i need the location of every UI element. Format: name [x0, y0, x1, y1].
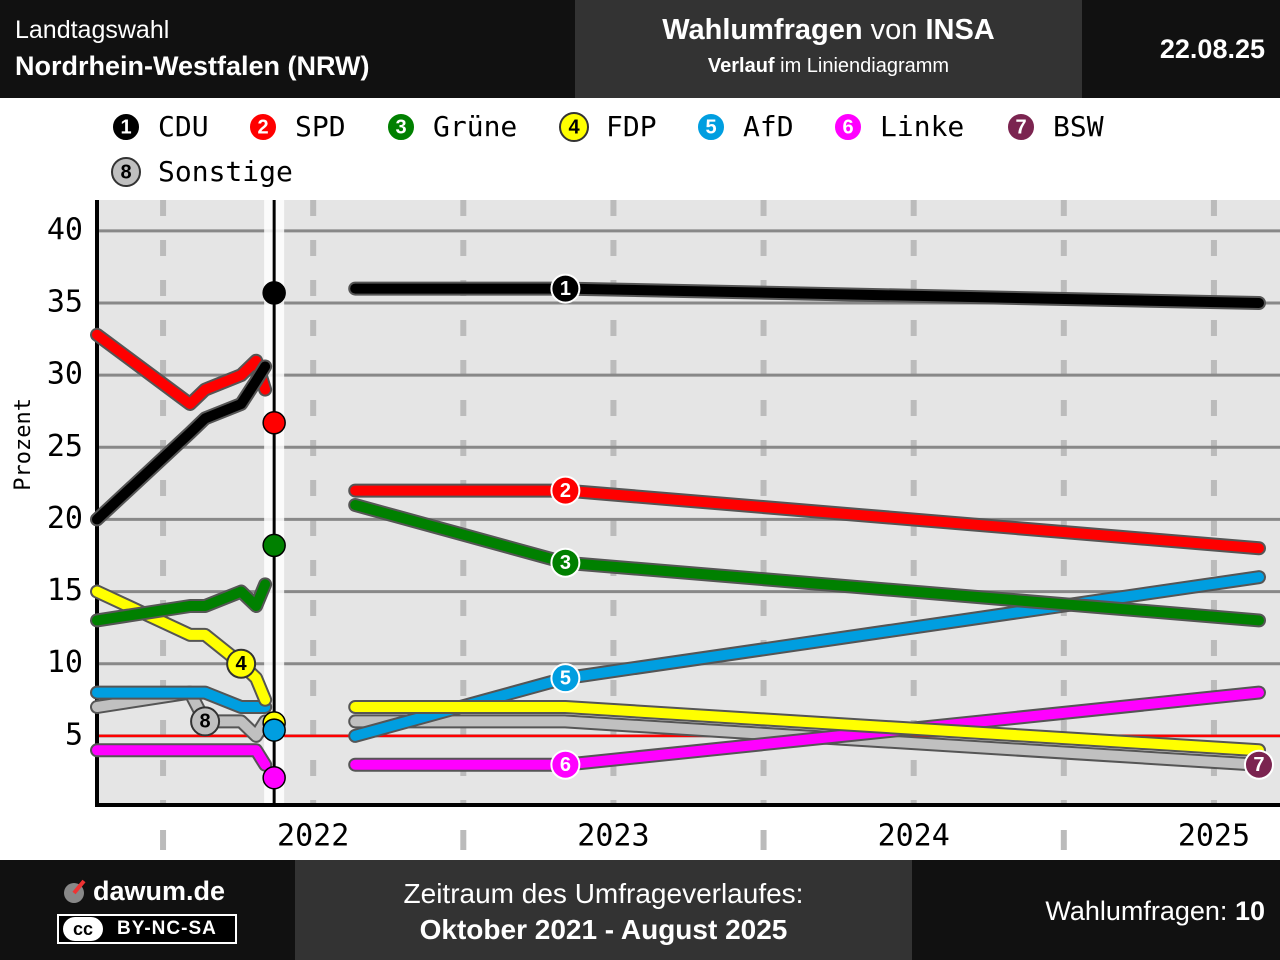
- legend-badge-number: 7: [1015, 116, 1026, 138]
- series-marker: [226, 648, 257, 679]
- legend-badge: [248, 112, 278, 142]
- legend-badge-number: 1: [120, 116, 131, 138]
- election-result: [262, 411, 286, 435]
- series-marker-number: 6: [560, 754, 571, 776]
- count: 10: [1234, 896, 1265, 926]
- series-marker-number: 8: [200, 711, 211, 733]
- site-icon: [64, 879, 86, 903]
- footer-center: Zeitraum des Umfrageverlaufes: Oktober 2…: [295, 860, 912, 960]
- election-result: [262, 533, 286, 558]
- footer-right: Wahlumfragen: 10: [912, 860, 1280, 960]
- line: [92, 586, 1264, 756]
- series-marker-number: 7: [1253, 754, 1264, 776]
- legend-badge: [111, 112, 141, 142]
- legend-badge: [696, 112, 726, 142]
- legend-badge: [386, 112, 416, 142]
- chart: 2022 2023 2024 2025510152025303540Prozent12…: [11, 110, 1280, 854]
- license: BY-NC-SA: [117, 918, 217, 939]
- y-tick-label: 25: [47, 429, 83, 464]
- title: Wahlumfragen von INSA: [575, 14, 1082, 47]
- x-tick-label: 2024: [878, 819, 950, 854]
- y-tick-label: 10: [47, 645, 83, 680]
- legend-label: SPD: [295, 110, 346, 143]
- legend-label: FDP: [606, 110, 657, 143]
- header-left: Landtagswahl Nordrhein-Westfalen (NRW): [0, 0, 575, 98]
- y-axis-label: Prozent: [11, 398, 36, 491]
- series-marker: [550, 475, 581, 506]
- x-tick-label: 2022: [277, 819, 349, 854]
- footer: dawum.de cc BY-NC-SA Zeitraum des Umfrag…: [0, 860, 1280, 960]
- legend-badge-number: 5: [705, 116, 716, 138]
- legend-badge: [1006, 112, 1036, 142]
- legend-badge: [833, 112, 863, 142]
- site: dawum.de: [93, 876, 226, 906]
- title-main: Wahlumfragen: [662, 14, 863, 46]
- legend-label: CDU: [158, 110, 209, 143]
- legend-label: AfD: [743, 110, 794, 143]
- y-tick-label: 35: [47, 285, 83, 320]
- y-tick-label: 15: [47, 573, 83, 608]
- legend-label: Sonstige: [158, 155, 293, 188]
- series-marker-number: 2: [560, 480, 571, 502]
- period-label: Zeitraum des Umfrageverlaufes:: [403, 878, 804, 909]
- legend-badge-number: 6: [842, 116, 853, 138]
- series-marker: [550, 547, 581, 578]
- license-icon: cc: [63, 917, 103, 941]
- header: Landtagswahl Nordrhein-Westfalen (NRW) W…: [0, 0, 1280, 98]
- subtitle-rest: im Liniendiagramm: [780, 55, 950, 77]
- y-tick-label: 30: [47, 357, 83, 392]
- legend-label: BSW: [1053, 110, 1104, 143]
- legend-badge: [111, 157, 141, 187]
- legend-label: Grüne: [433, 110, 517, 143]
- header-center: Wahlumfragen von INSA Verlauf im Liniend…: [575, 0, 1082, 98]
- legend-badge-number: 8: [120, 161, 131, 183]
- subtitle-main: Verlauf: [707, 55, 775, 77]
- series-marker-number: 5: [560, 667, 571, 689]
- y-tick-label: 40: [47, 212, 83, 247]
- legend-label: Linke: [880, 110, 964, 143]
- election-type: Landtagswahl: [15, 16, 170, 44]
- x-tick-label: 2025: [1178, 819, 1250, 854]
- series-marker-number: 1: [560, 278, 571, 300]
- series-marker: [190, 706, 221, 737]
- count-label: Wahlumfragen:: [1045, 896, 1228, 926]
- series-marker: [550, 273, 581, 304]
- legend-badge-number: 3: [395, 116, 406, 138]
- election-result: [262, 281, 286, 305]
- legend-badge-number: 4: [568, 116, 580, 138]
- series-marker-number: 4: [236, 653, 248, 675]
- period: Oktober 2021 - August 2025: [419, 914, 788, 945]
- footer-left: dawum.de cc BY-NC-SA: [0, 860, 295, 960]
- series-marker-number: 3: [560, 552, 571, 574]
- title-mid: von: [870, 14, 918, 46]
- legend-badge-number: 2: [257, 116, 268, 138]
- date: 22.08.25: [1159, 34, 1265, 64]
- region: Nordrhein-Westfalen (NRW): [15, 51, 370, 81]
- institute: INSA: [925, 14, 995, 46]
- subtitle: Verlauf im Liniendiagramm: [575, 55, 1082, 78]
- y-tick-label: 5: [65, 717, 83, 752]
- y-tick-label: 20: [47, 501, 83, 536]
- series-marker: [550, 749, 581, 780]
- election-result: [262, 718, 286, 742]
- x-tick-label: 2023: [577, 819, 649, 854]
- election-result: [262, 765, 286, 790]
- series-marker: [550, 663, 581, 694]
- series-marker: [1243, 749, 1274, 780]
- legend-badge: [559, 112, 589, 142]
- license-badge: cc BY-NC-SA: [57, 914, 237, 944]
